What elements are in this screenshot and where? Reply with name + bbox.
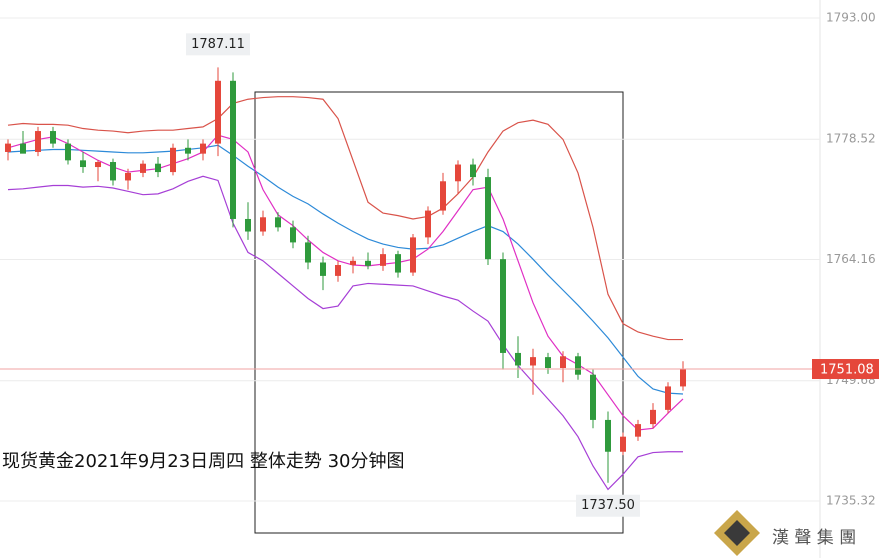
candle-body: [20, 143, 26, 154]
candle-body: [635, 424, 641, 437]
candle-body: [290, 227, 296, 243]
logo-inner: [724, 520, 750, 546]
candle-body: [680, 369, 686, 387]
indicator-line: [7, 144, 684, 395]
y-tick-label: 1735.32: [826, 493, 876, 507]
chart-title: 现货黄金2021年9月23日周四 整体走势 30分钟图: [2, 451, 405, 472]
candle-body: [215, 80, 221, 144]
candle-body: [470, 164, 476, 178]
candle-body: [350, 260, 356, 266]
y-tick-label: 1778.52: [826, 132, 876, 146]
low-annotation: 1737.50: [581, 498, 635, 513]
highlight-box: [254, 91, 624, 534]
candle-body: [230, 80, 236, 219]
candle-body: [185, 147, 191, 154]
y-tick-label: 1793.00: [826, 11, 876, 25]
candle-body: [575, 356, 581, 375]
candle-body: [560, 356, 566, 369]
candle-body: [440, 181, 446, 211]
candle-body: [200, 143, 206, 154]
candle-body: [485, 177, 491, 260]
logo-text: 漢 聲 集 團: [772, 528, 856, 548]
candle-body: [95, 162, 101, 168]
candle-body: [110, 162, 116, 181]
candle-body: [35, 131, 41, 152]
candle-body: [665, 386, 671, 410]
candle-body: [260, 217, 266, 232]
candle-body: [425, 210, 431, 238]
candle-body: [155, 163, 161, 173]
candle-body: [455, 164, 461, 182]
indicator-line: [7, 134, 684, 431]
candle-body: [515, 352, 521, 366]
candle-body: [410, 237, 416, 273]
current-price-label: 1751.08: [820, 363, 874, 378]
candle-body: [335, 265, 341, 276]
candle-body: [530, 357, 536, 366]
candle-body: [245, 218, 251, 232]
candle-body: [140, 163, 146, 173]
annotation-box: [186, 33, 250, 56]
candle-body: [320, 262, 326, 276]
candle-body: [545, 357, 551, 369]
y-tick-label: 1764.16: [826, 252, 876, 266]
plot: 1787.11 1737.50: [0, 17, 820, 517]
candle-body: [620, 436, 626, 452]
candle-body: [305, 242, 311, 263]
candle-body: [500, 259, 506, 353]
candle-body: [170, 147, 176, 173]
candle-body: [125, 172, 131, 181]
logo: 漢 聲 集 團: [714, 510, 856, 556]
candle-body: [650, 409, 656, 425]
candle-body: [65, 143, 71, 161]
candle-body: [605, 419, 611, 452]
candle-body: [590, 374, 596, 420]
candle-body: [5, 143, 11, 152]
indicator-line: [7, 96, 683, 341]
candle-body: [380, 254, 386, 266]
candle-body: [80, 160, 86, 168]
candle-body: [50, 131, 56, 144]
candle-body: [365, 260, 371, 266]
annotation-box: [576, 494, 640, 517]
candle-body: [395, 254, 401, 273]
current-price-box: [812, 359, 879, 380]
high-annotation: 1787.11: [191, 37, 245, 52]
indicator-line: [7, 175, 683, 491]
candle-body: [275, 217, 281, 228]
